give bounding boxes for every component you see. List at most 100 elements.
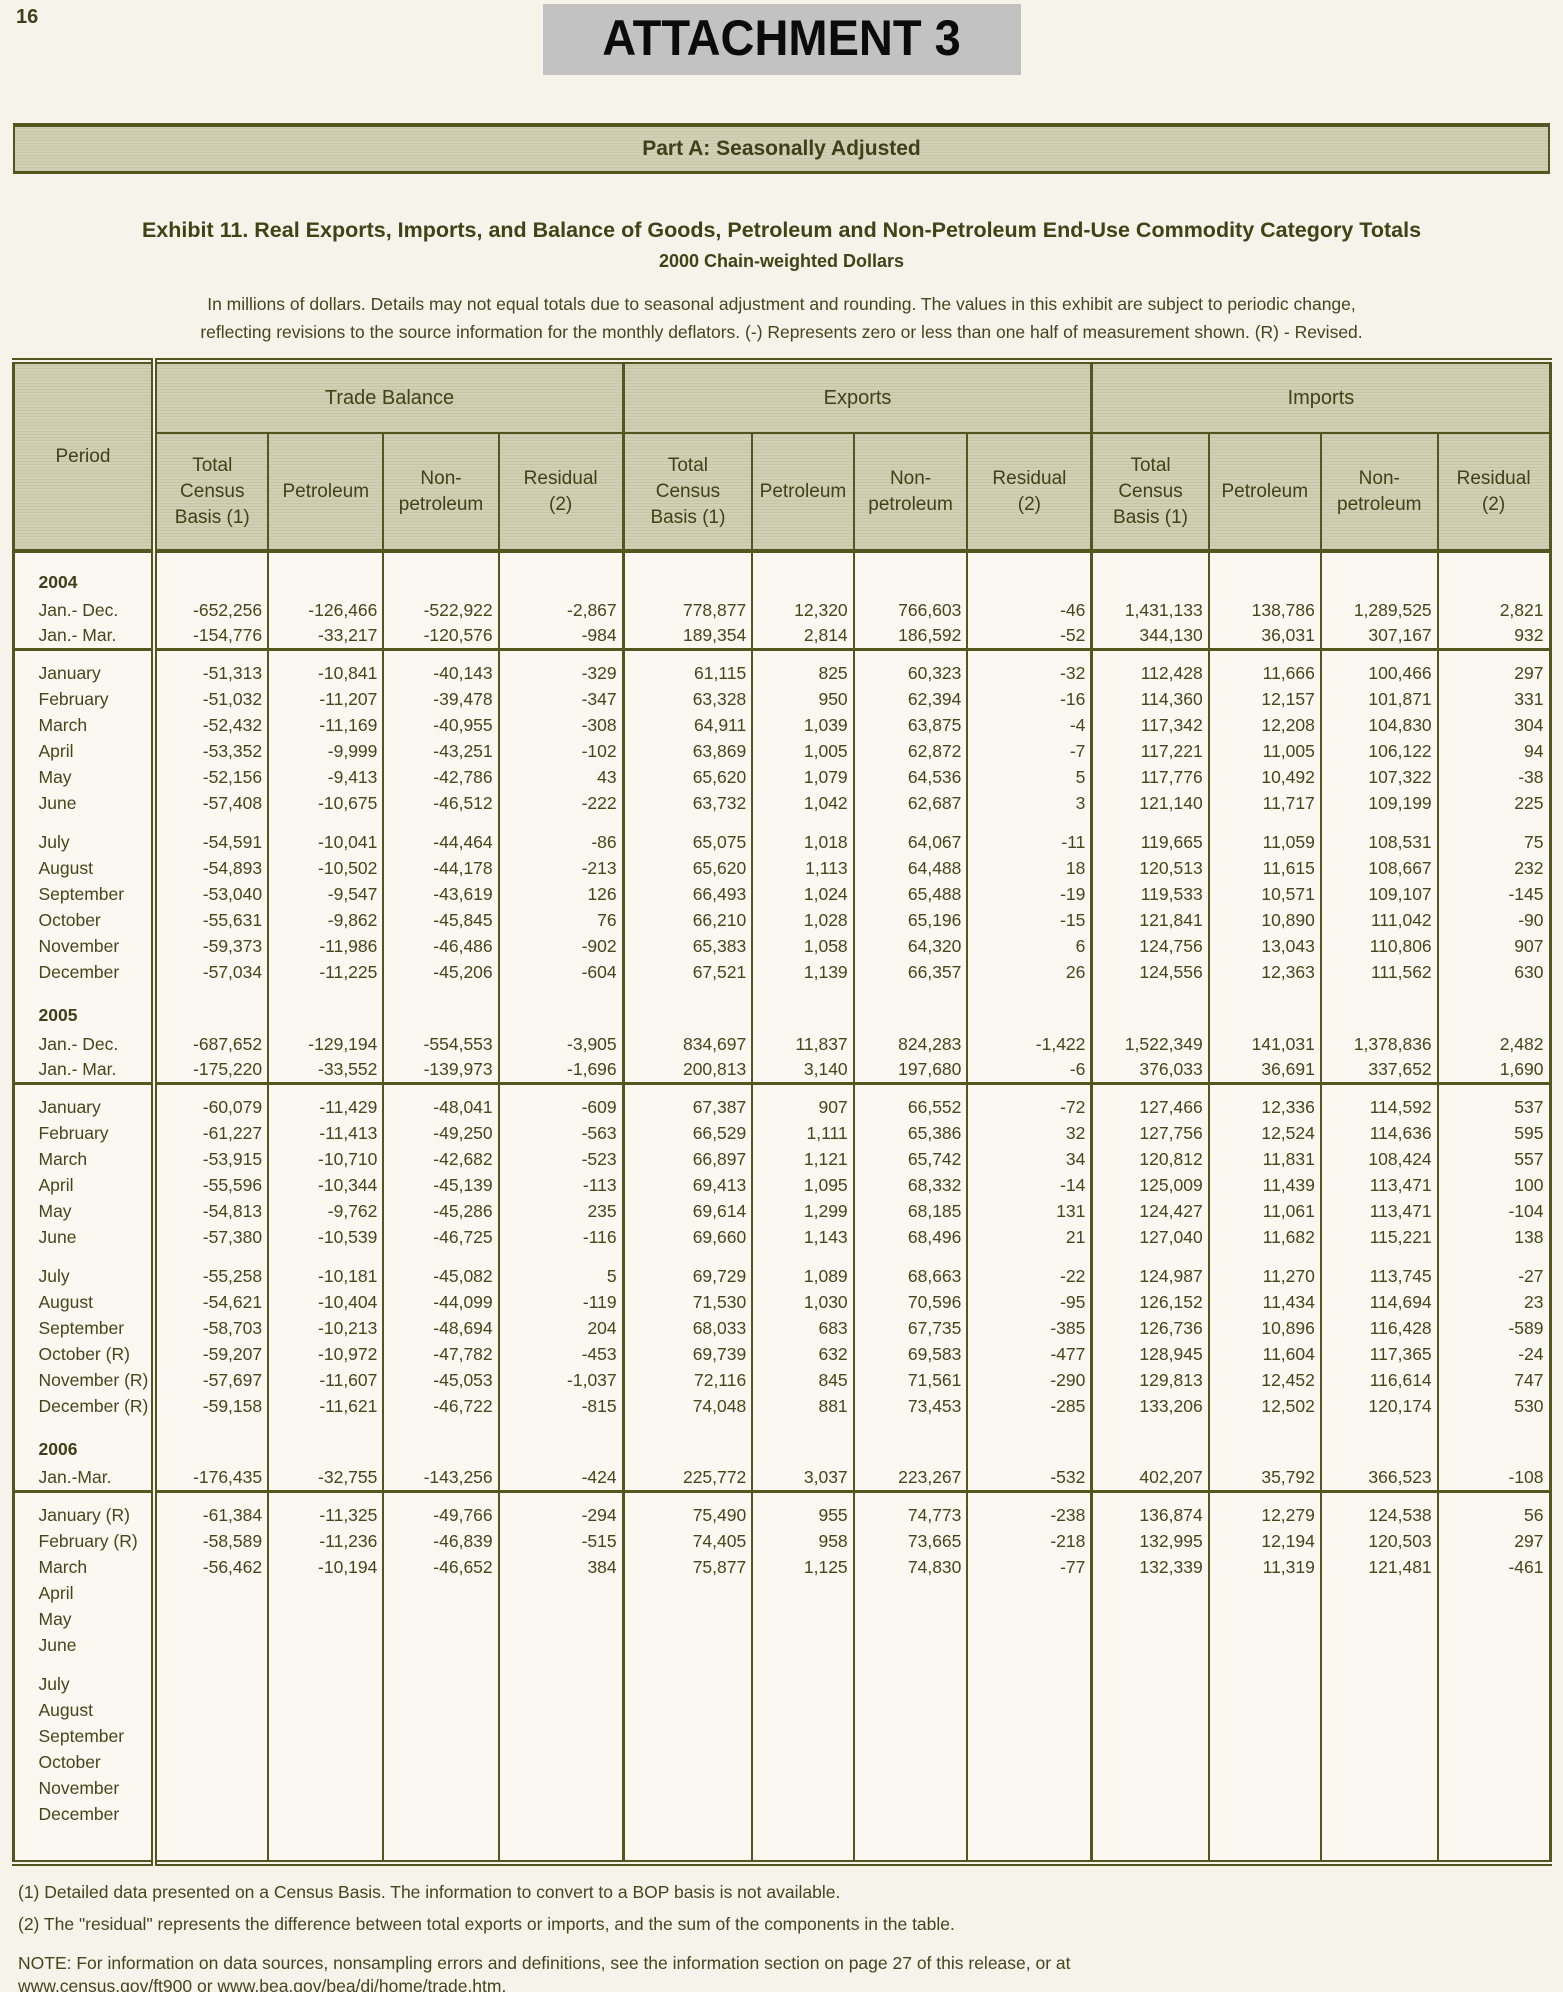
value-cell — [623, 1491, 754, 1502]
value-cell: 75,877 — [623, 1554, 754, 1580]
value-cell: -10,194 — [268, 1554, 385, 1580]
table-row: 2004 — [13, 551, 1550, 597]
value-cell — [1091, 1606, 1210, 1632]
value-cell: -32,755 — [268, 1465, 385, 1493]
value-cell: 126,736 — [1091, 1315, 1210, 1341]
value-cell — [1320, 1419, 1439, 1465]
value-cell: -515 — [498, 1528, 625, 1554]
value-cell: -58,589 — [154, 1528, 270, 1554]
value-cell — [1320, 1775, 1439, 1801]
value-cell — [1091, 1658, 1210, 1671]
value-cell: 824,283 — [853, 1031, 969, 1057]
table-row: July -55,258 -10,181 -45,082 5 69,729 1,089 68,… — [13, 1263, 1550, 1289]
period-cell: 2006 — [13, 1419, 158, 1465]
value-cell — [498, 649, 625, 660]
value-cell: 65,488 — [853, 881, 969, 907]
value-cell: 225 — [1437, 790, 1550, 816]
period-cell: June — [13, 1632, 158, 1658]
value-cell: 127,466 — [1091, 1094, 1210, 1120]
value-cell: 11,061 — [1208, 1198, 1322, 1224]
table-row: January -60,079 -11,429 -48,041 -609 67,387 90… — [13, 1094, 1550, 1120]
period-cell: August — [13, 855, 158, 881]
footnote-2: (2) The "residual" represents the differ… — [18, 1914, 955, 1934]
value-cell — [623, 1083, 754, 1094]
value-cell — [154, 1606, 270, 1632]
value-cell: 35,792 — [1208, 1465, 1322, 1493]
value-cell: -22 — [967, 1263, 1094, 1289]
value-cell — [967, 551, 1094, 597]
value-cell: 71,530 — [623, 1289, 754, 1315]
table-row — [13, 1827, 1550, 1863]
value-cell: -523 — [498, 1146, 625, 1172]
value-cell: 12,363 — [1208, 959, 1322, 985]
value-cell — [498, 1723, 625, 1749]
value-cell: -54,813 — [154, 1198, 270, 1224]
value-cell — [1208, 551, 1322, 597]
value-cell: 3,140 — [752, 1057, 855, 1085]
value-cell: 64,320 — [853, 933, 969, 959]
period-cell: January (R) — [13, 1502, 158, 1528]
value-cell — [1437, 1671, 1550, 1697]
period-cell: September — [13, 881, 158, 907]
table-row: Jan.- Dec. -652,256 -126,466 -522,922 -2,867… — [13, 597, 1550, 623]
table-row: Jan.- Mar. -154,776 -33,217 -120,576 -984 189… — [13, 623, 1550, 651]
value-cell: -52,432 — [154, 712, 270, 738]
value-cell — [498, 1749, 625, 1775]
value-cell: -57,380 — [154, 1224, 270, 1250]
value-cell: 1,024 — [752, 881, 855, 907]
value-cell — [623, 816, 754, 829]
value-cell: 11,717 — [1208, 790, 1322, 816]
value-cell: -329 — [498, 660, 625, 686]
value-cell — [1437, 1749, 1550, 1775]
value-cell: 74,048 — [623, 1393, 754, 1419]
value-cell: -19 — [967, 881, 1094, 907]
value-cell — [752, 1775, 855, 1801]
value-cell: 62,394 — [853, 686, 969, 712]
value-cell — [154, 1749, 270, 1775]
value-cell: 36,031 — [1208, 623, 1322, 651]
value-cell — [1437, 551, 1550, 597]
value-cell: -652,256 — [154, 597, 270, 623]
value-cell: 101,871 — [1320, 686, 1439, 712]
column-header: Petroleum — [752, 433, 855, 553]
table-row: 2005 — [13, 985, 1550, 1031]
value-cell: -139,973 — [383, 1057, 500, 1085]
value-cell: -9,762 — [268, 1198, 385, 1224]
value-cell: 200,813 — [623, 1057, 754, 1085]
value-cell: -77 — [967, 1554, 1094, 1580]
value-cell — [498, 1250, 625, 1263]
value-cell: 1,042 — [752, 790, 855, 816]
value-cell: -55,258 — [154, 1263, 270, 1289]
value-cell — [623, 1606, 754, 1632]
value-cell — [853, 649, 969, 660]
value-cell: -48,694 — [383, 1315, 500, 1341]
period-cell — [13, 1658, 158, 1671]
table-row: October (R) -59,207 -10,972 -47,782 -453 69,7… — [13, 1341, 1550, 1367]
footer-note: NOTE: For information on data sources, n… — [18, 1953, 1071, 1973]
value-cell — [623, 649, 754, 660]
period-cell: December — [13, 959, 158, 985]
value-cell — [853, 1723, 969, 1749]
value-cell: -53,352 — [154, 738, 270, 764]
value-cell: 1,018 — [752, 829, 855, 855]
value-cell: 12,194 — [1208, 1528, 1322, 1554]
value-cell: 65,386 — [853, 1120, 969, 1146]
value-cell — [967, 1775, 1094, 1801]
value-cell: 3,037 — [752, 1465, 855, 1493]
value-cell — [853, 1606, 969, 1632]
value-cell: 186,592 — [853, 623, 969, 651]
value-cell — [623, 1801, 754, 1827]
table-row: November — [13, 1775, 1550, 1801]
value-cell: 1,028 — [752, 907, 855, 933]
value-cell: -290 — [967, 1367, 1094, 1393]
value-cell: 825 — [752, 660, 855, 686]
value-cell — [383, 551, 500, 597]
table-row: January (R) -61,384 -11,325 -49,766 -294 75,4… — [13, 1502, 1550, 1528]
value-cell: -45,206 — [383, 959, 500, 985]
value-cell: 557 — [1437, 1146, 1550, 1172]
value-cell: -10,344 — [268, 1172, 385, 1198]
value-cell: -86 — [498, 829, 625, 855]
value-cell: 108,667 — [1320, 855, 1439, 881]
value-cell: -72 — [967, 1094, 1094, 1120]
value-cell: -11,607 — [268, 1367, 385, 1393]
